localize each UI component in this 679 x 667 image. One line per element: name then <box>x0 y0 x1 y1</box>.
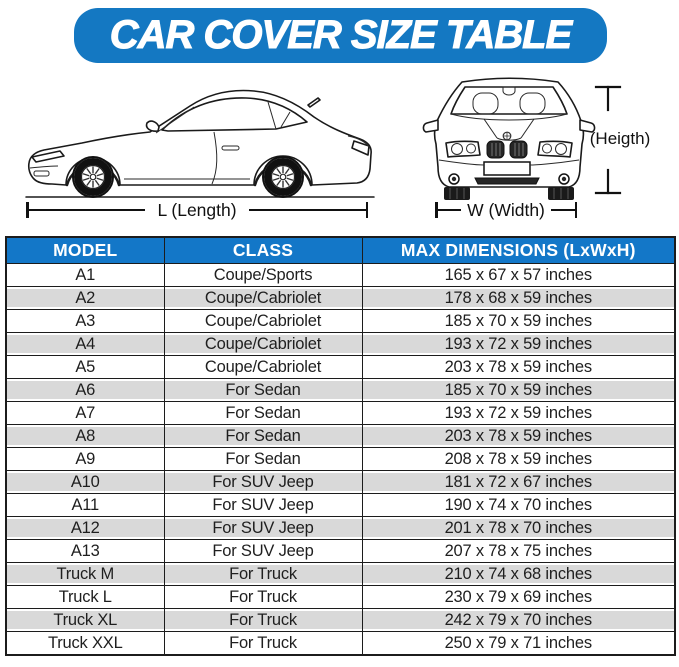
class-cell: Coupe/Sports <box>163 263 363 287</box>
page-title: CAR COVER SIZE TABLE <box>109 13 573 58</box>
model-cell: Truck L <box>5 585 165 609</box>
class-cell: For SUV Jeep <box>163 539 363 563</box>
class-cell: For SUV Jeep <box>163 516 363 540</box>
model-cell: A2 <box>5 286 165 310</box>
dimensions-cell: 193 x 72 x 59 inches <box>361 401 676 425</box>
class-cell: Coupe/Cabriolet <box>163 355 363 379</box>
rear-wheel <box>262 156 304 198</box>
front-wheel <box>72 156 114 198</box>
column-header-class: CLASS <box>163 236 363 264</box>
class-cell: For SUV Jeep <box>163 470 363 494</box>
class-cell: For SUV Jeep <box>163 493 363 517</box>
dimensions-cell: 242 x 79 x 70 inches <box>361 608 676 632</box>
dimensions-cell: 165 x 67 x 57 inches <box>361 263 676 287</box>
class-cell: For Sedan <box>163 424 363 448</box>
table-row: A10 For SUV Jeep 181 x 72 x 67 inches <box>5 470 676 494</box>
height-dimension <box>594 85 622 195</box>
dimension-tick <box>365 202 369 218</box>
table-row: A6 For Sedan 185 x 70 x 59 inches <box>5 378 676 402</box>
tires <box>444 187 574 200</box>
model-cell: A7 <box>5 401 165 425</box>
dimensions-cell: 181 x 72 x 67 inches <box>361 470 676 494</box>
model-cell: A5 <box>5 355 165 379</box>
dimension-tick <box>435 202 438 218</box>
class-cell: For Sedan <box>163 447 363 471</box>
class-cell: Coupe/Cabriolet <box>163 286 363 310</box>
table-row: A4 Coupe/Cabriolet 193 x 72 x 59 inches <box>5 332 676 356</box>
license-plate <box>483 161 531 176</box>
class-cell: Coupe/Cabriolet <box>163 332 363 356</box>
table-row: A5 Coupe/Cabriolet 203 x 78 x 59 inches <box>5 355 676 379</box>
length-label: L (Length) <box>157 199 237 220</box>
class-cell: Coupe/Cabriolet <box>163 309 363 333</box>
dimension-line <box>28 209 146 211</box>
dimensions-cell: 250 x 79 x 71 inches <box>361 631 676 656</box>
size-table: MODEL CLASS MAX DIMENSIONS (LxWxH) A1 Cou… <box>5 236 676 656</box>
car-front-view-illustration <box>422 77 596 200</box>
table-row: A8 For Sedan 203 x 78 x 59 inches <box>5 424 676 448</box>
table-row: A11 For SUV Jeep 190 x 74 x 70 inches <box>5 493 676 517</box>
table-row: A2 Coupe/Cabriolet 178 x 68 x 59 inches <box>5 286 676 310</box>
width-label: W (Width) <box>467 199 545 220</box>
table-row: Truck XXL For Truck 250 x 79 x 71 inches <box>5 631 676 656</box>
dimensions-cell: 230 x 79 x 69 inches <box>361 585 676 609</box>
model-cell: A8 <box>5 424 165 448</box>
table-row: Truck L For Truck 230 x 79 x 69 inches <box>5 585 676 609</box>
dimensions-cell: 207 x 78 x 75 inches <box>361 539 676 563</box>
model-cell: Truck XL <box>5 608 165 632</box>
dimensions-cell: 203 x 78 x 59 inches <box>361 355 676 379</box>
dimension-line <box>437 209 462 211</box>
table-row: A1 Coupe/Sports 165 x 67 x 57 inches <box>5 263 676 287</box>
dimensions-cell: 185 x 70 x 59 inches <box>361 309 676 333</box>
table-row: A7 For Sedan 193 x 72 x 59 inches <box>5 401 676 425</box>
model-cell: A10 <box>5 470 165 494</box>
model-cell: Truck XXL <box>5 631 165 656</box>
model-cell: A3 <box>5 309 165 333</box>
dimensions-cell: 210 x 74 x 68 inches <box>361 562 676 586</box>
dimension-line <box>248 209 366 211</box>
dimensions-cell: 185 x 70 x 59 inches <box>361 378 676 402</box>
dimensions-cell: 208 x 78 x 59 inches <box>361 447 676 471</box>
class-cell: For Truck <box>163 562 363 586</box>
table-row: A12 For SUV Jeep 201 x 78 x 70 inches <box>5 516 676 540</box>
column-header-dimensions: MAX DIMENSIONS (LxWxH) <box>361 236 676 264</box>
dimensions-cell: 178 x 68 x 59 inches <box>361 286 676 310</box>
column-header-model: MODEL <box>5 236 165 264</box>
dimensions-cell: 201 x 78 x 70 inches <box>361 516 676 540</box>
model-cell: A12 <box>5 516 165 540</box>
class-cell: For Truck <box>163 608 363 632</box>
table-row: A13 For SUV Jeep 207 x 78 x 75 inches <box>5 539 676 563</box>
dimensions-cell: 193 x 72 x 59 inches <box>361 332 676 356</box>
model-cell: A1 <box>5 263 165 287</box>
table-row: Truck M For Truck 210 x 74 x 68 inches <box>5 562 676 586</box>
dimension-line <box>550 209 575 211</box>
table-row: A3 Coupe/Cabriolet 185 x 70 x 59 inches <box>5 309 676 333</box>
dimension-tick <box>574 202 577 218</box>
table-row: Truck XL For Truck 242 x 79 x 70 inches <box>5 608 676 632</box>
model-cell: A11 <box>5 493 165 517</box>
table-header-row: MODEL CLASS MAX DIMENSIONS (LxWxH) <box>5 236 676 264</box>
class-cell: For Sedan <box>163 401 363 425</box>
dimension-tick <box>26 202 29 218</box>
model-cell: Truck M <box>5 562 165 586</box>
model-cell: A4 <box>5 332 165 356</box>
car-side-view-illustration <box>25 89 375 198</box>
class-cell: For Truck <box>163 585 363 609</box>
class-cell: For Sedan <box>163 378 363 402</box>
model-cell: A9 <box>5 447 165 471</box>
height-label: (Heigth) <box>589 129 651 148</box>
table-row: A9 For Sedan 208 x 78 x 59 inches <box>5 447 676 471</box>
dimensions-cell: 190 x 74 x 70 inches <box>361 493 676 517</box>
dimensions-cell: 203 x 78 x 59 inches <box>361 424 676 448</box>
model-cell: A6 <box>5 378 165 402</box>
class-cell: For Truck <box>163 631 363 656</box>
width-dimension: W (Width) <box>435 199 577 220</box>
model-cell: A13 <box>5 539 165 563</box>
length-dimension: L (Length) <box>26 199 369 220</box>
title-banner: CAR COVER SIZE TABLE <box>74 8 607 63</box>
